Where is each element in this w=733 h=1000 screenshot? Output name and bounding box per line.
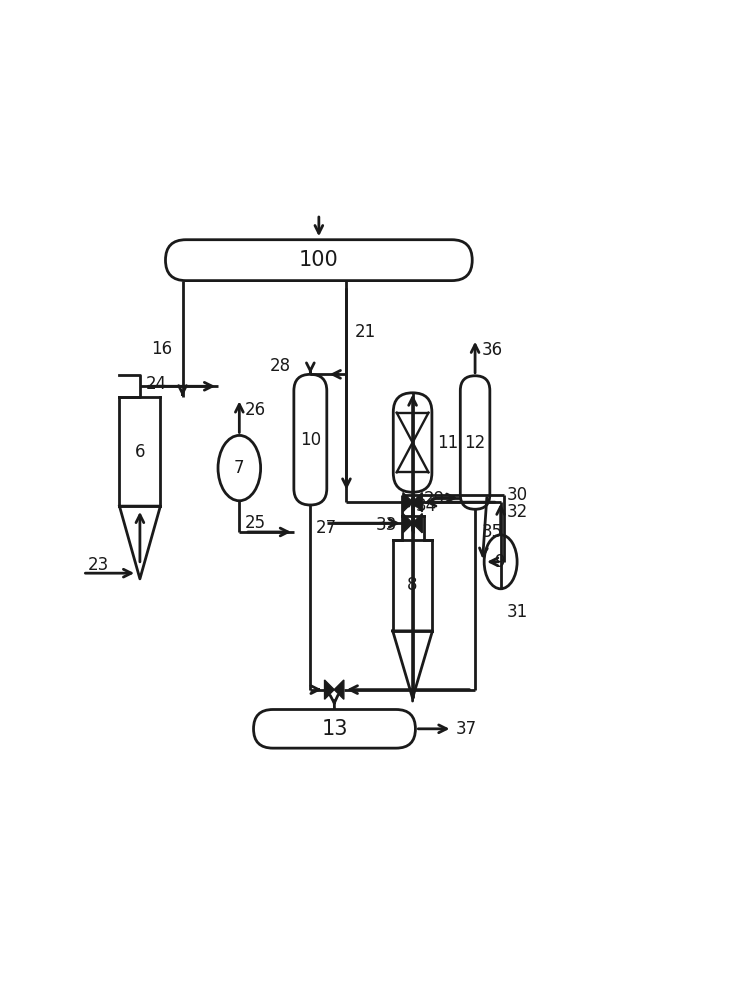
Text: 35: 35 bbox=[482, 523, 503, 541]
Text: 34: 34 bbox=[416, 497, 437, 515]
Text: 9: 9 bbox=[496, 553, 506, 571]
FancyBboxPatch shape bbox=[294, 374, 327, 505]
Text: 6: 6 bbox=[135, 443, 145, 461]
Text: 12: 12 bbox=[465, 434, 486, 452]
FancyBboxPatch shape bbox=[460, 376, 490, 509]
Text: 21: 21 bbox=[355, 323, 376, 341]
Text: 8: 8 bbox=[408, 576, 418, 594]
Polygon shape bbox=[413, 493, 422, 512]
Text: 36: 36 bbox=[482, 341, 503, 359]
Polygon shape bbox=[403, 493, 413, 512]
Text: 24: 24 bbox=[146, 375, 166, 393]
Polygon shape bbox=[393, 631, 432, 698]
Text: 7: 7 bbox=[234, 459, 245, 477]
Text: 37: 37 bbox=[455, 720, 476, 738]
Text: 11: 11 bbox=[438, 434, 459, 452]
Text: 26: 26 bbox=[245, 401, 266, 419]
FancyBboxPatch shape bbox=[166, 240, 472, 281]
Text: 30: 30 bbox=[507, 486, 528, 504]
Text: 13: 13 bbox=[321, 719, 347, 739]
Text: 23: 23 bbox=[88, 556, 109, 574]
FancyBboxPatch shape bbox=[254, 710, 416, 748]
Text: 33: 33 bbox=[375, 516, 397, 534]
Text: 32: 32 bbox=[507, 503, 528, 521]
Polygon shape bbox=[334, 680, 344, 699]
Text: 27: 27 bbox=[316, 519, 337, 537]
Text: 28: 28 bbox=[270, 357, 291, 375]
Polygon shape bbox=[325, 680, 334, 699]
Polygon shape bbox=[119, 506, 161, 579]
Text: 100: 100 bbox=[299, 250, 339, 270]
Text: 25: 25 bbox=[245, 514, 266, 532]
Polygon shape bbox=[413, 514, 422, 533]
Text: 16: 16 bbox=[151, 340, 172, 358]
Text: 31: 31 bbox=[507, 603, 528, 621]
Text: 29: 29 bbox=[424, 490, 445, 508]
FancyBboxPatch shape bbox=[394, 393, 432, 492]
Text: 10: 10 bbox=[300, 431, 321, 449]
Polygon shape bbox=[403, 514, 413, 533]
Ellipse shape bbox=[218, 435, 261, 501]
Ellipse shape bbox=[485, 535, 517, 589]
